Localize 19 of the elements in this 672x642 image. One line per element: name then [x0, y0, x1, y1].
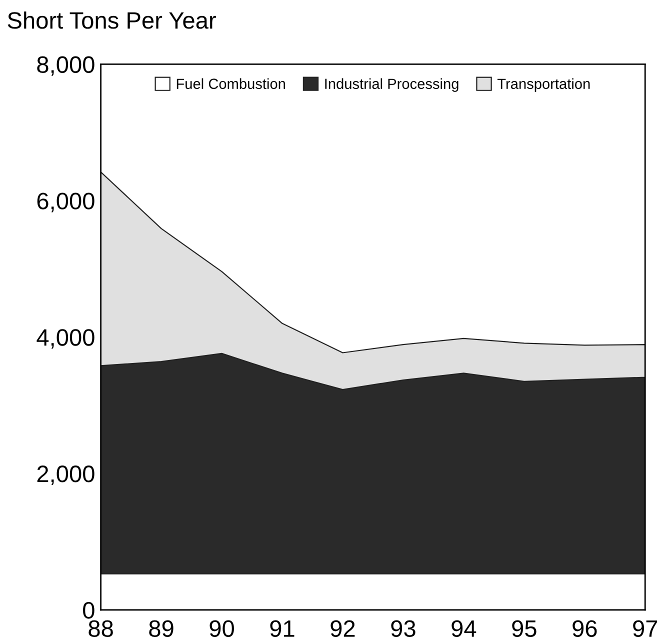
x-tick-label: 93 — [391, 620, 416, 637]
x-tick-label: 90 — [210, 620, 234, 637]
x-tick-label: 88 — [88, 620, 113, 637]
x-tick-label: 97 — [633, 620, 658, 637]
y-tick-label: 8,000 — [37, 56, 94, 76]
x-tick-label: 94 — [452, 620, 476, 637]
x-tick-label: 89 — [149, 620, 174, 637]
y-tick-label: 4,000 — [36, 329, 94, 349]
y-tick-label: 6,000 — [37, 192, 94, 212]
y-axis-title: Short Tons Per Year — [8, 11, 216, 29]
x-tick-label: 95 — [512, 620, 536, 637]
x-tick-label: 96 — [572, 620, 597, 637]
legend-label: Fuel Combustion — [176, 78, 286, 89]
legend-label: Industrial Processing — [325, 78, 458, 92]
y-tick-label: 0 — [83, 602, 94, 619]
x-tick-label: 91 — [270, 620, 294, 637]
y-tick-label: 2,000 — [37, 466, 94, 486]
x-tick-label: 92 — [330, 620, 355, 637]
legend-label: Transportation — [497, 78, 590, 92]
